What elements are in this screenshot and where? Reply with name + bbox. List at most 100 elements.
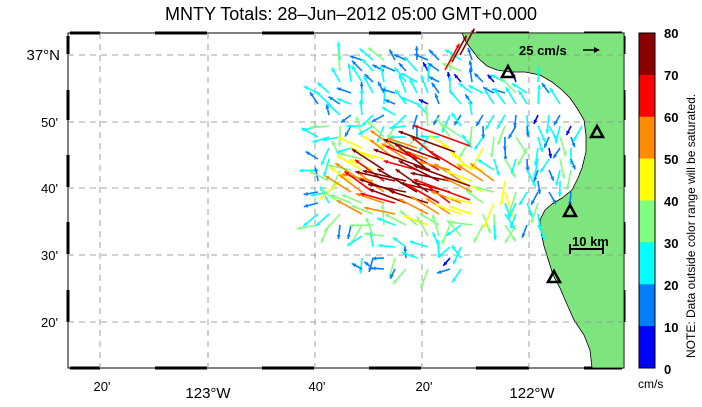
colorbar-frame bbox=[638, 32, 656, 369]
current-arrow-head bbox=[351, 263, 357, 268]
current-arrow-head bbox=[438, 253, 443, 258]
current-arrow-head bbox=[431, 82, 436, 88]
colorbar-tick-60: 60 bbox=[664, 110, 678, 125]
current-arrow-head bbox=[540, 168, 545, 173]
current-arrow-head bbox=[548, 153, 553, 159]
current-arrow-shaft bbox=[413, 124, 471, 147]
current-arrow-head bbox=[537, 189, 542, 194]
current-arrow-head bbox=[360, 192, 365, 197]
current-arrow-head bbox=[359, 88, 364, 93]
current-arrow-head bbox=[389, 190, 395, 195]
current-arrow-head bbox=[508, 213, 512, 219]
colorbar-segment bbox=[639, 326, 655, 369]
scale-bar: 10 km bbox=[569, 234, 609, 254]
current-arrow-head bbox=[355, 170, 360, 175]
current-arrow-head bbox=[362, 136, 368, 141]
current-arrow-head bbox=[505, 87, 510, 92]
current-arrow-shaft bbox=[383, 138, 441, 161]
current-arrow-head bbox=[336, 87, 342, 92]
current-arrow-head bbox=[428, 63, 433, 68]
current-arrow-head bbox=[501, 78, 506, 83]
current-arrow-head bbox=[497, 140, 502, 145]
current-arrow-head bbox=[462, 134, 467, 140]
current-arrow-head bbox=[451, 245, 456, 250]
current-arrow-head bbox=[348, 159, 354, 164]
current-arrow-head bbox=[508, 134, 513, 139]
scale-vector-label: 25 cm/s bbox=[519, 43, 567, 58]
current-arrow-head bbox=[510, 169, 515, 174]
current-arrow-head bbox=[450, 91, 455, 96]
lat-label-37n: 37°N bbox=[26, 47, 60, 64]
current-arrow-shaft bbox=[360, 192, 396, 204]
current-arrow-head bbox=[571, 164, 576, 170]
current-arrow-head bbox=[413, 178, 419, 183]
current-arrow-head bbox=[462, 35, 467, 41]
current-arrow-head bbox=[358, 130, 363, 135]
lat-label-30: 30' bbox=[41, 248, 58, 263]
current-arrow-head bbox=[371, 118, 377, 122]
current-arrow-head bbox=[503, 156, 508, 161]
current-arrow-shaft bbox=[457, 164, 484, 182]
current-arrow-head bbox=[474, 186, 480, 190]
current-arrow-shaft bbox=[369, 129, 396, 149]
current-arrow-head bbox=[331, 67, 336, 73]
current-arrow-head bbox=[436, 117, 441, 123]
current-arrow-head bbox=[423, 62, 427, 67]
map-title: MNTY Totals: 28–Jun–2012 05:00 GMT+0.000 bbox=[164, 4, 538, 24]
current-arrow-head bbox=[339, 152, 344, 157]
hf-radar-stations bbox=[499, 63, 606, 284]
lon-label-20-east: 20' bbox=[416, 379, 433, 394]
coastline-land bbox=[461, 32, 625, 369]
current-arrow-head bbox=[368, 47, 373, 52]
current-arrow-head bbox=[537, 84, 542, 89]
current-arrow-head bbox=[327, 164, 333, 168]
current-arrow-head bbox=[525, 167, 530, 172]
current-arrow-head bbox=[398, 74, 403, 80]
current-arrow-head bbox=[416, 103, 422, 108]
current-arrow-head bbox=[384, 99, 390, 104]
current-arrow-shaft bbox=[430, 190, 462, 204]
current-arrow-head bbox=[529, 212, 533, 218]
current-arrow-head bbox=[309, 125, 314, 130]
current-arrow-head bbox=[550, 176, 554, 181]
current-arrow-head bbox=[372, 256, 377, 261]
current-arrow-head bbox=[346, 124, 351, 129]
current-arrow-head bbox=[449, 220, 454, 225]
current-arrow-shaft bbox=[413, 178, 471, 201]
current-arrow-head bbox=[351, 60, 357, 65]
current-arrow-head bbox=[504, 238, 509, 244]
current-arrow-head bbox=[536, 66, 541, 71]
lon-label-122w: 122°W bbox=[509, 385, 555, 402]
current-arrow-shaft bbox=[500, 180, 506, 206]
current-arrow-head bbox=[364, 232, 369, 236]
current-arrow-head bbox=[383, 138, 389, 143]
current-arrow-head bbox=[380, 88, 386, 92]
current-arrow-head bbox=[321, 160, 325, 166]
current-arrow-head bbox=[401, 73, 406, 77]
current-arrow-shaft bbox=[364, 206, 396, 215]
current-arrow-head bbox=[431, 214, 436, 220]
current-arrow-head bbox=[561, 174, 566, 179]
current-arrow-head bbox=[426, 64, 431, 70]
current-arrow-head bbox=[383, 160, 389, 164]
current-arrow-shaft bbox=[398, 130, 456, 153]
current-vectors bbox=[296, 28, 583, 289]
lat-label-20: 20' bbox=[41, 315, 58, 330]
current-arrow-head bbox=[365, 217, 370, 223]
current-arrow-shaft bbox=[435, 203, 462, 215]
current-arrow-head bbox=[351, 65, 356, 71]
current-arrow-head bbox=[487, 74, 492, 80]
current-arrow-head bbox=[428, 49, 434, 54]
current-arrow-head bbox=[339, 174, 344, 179]
current-arrow-head bbox=[434, 163, 440, 168]
colorbar-segment bbox=[639, 158, 655, 201]
lon-label-20-west: 20' bbox=[94, 379, 111, 394]
current-arrow-head bbox=[404, 215, 409, 220]
current-arrow-shaft bbox=[406, 183, 440, 204]
current-arrow-head bbox=[552, 199, 557, 205]
colorbar bbox=[639, 33, 655, 369]
current-arrow-head bbox=[372, 64, 377, 69]
current-arrow-head bbox=[358, 99, 363, 105]
current-arrow-head bbox=[531, 200, 535, 205]
